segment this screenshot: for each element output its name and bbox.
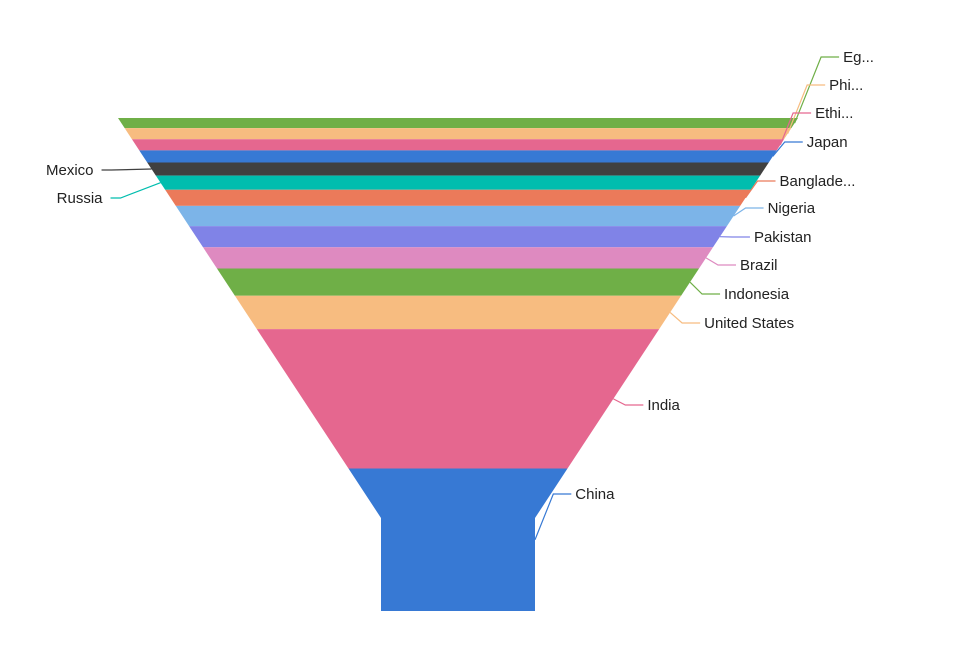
label-ethiopia: Ethi... (815, 105, 853, 122)
label-united-states: United States (704, 315, 794, 332)
connector-united-states (670, 312, 700, 323)
connector-mexico (102, 169, 152, 170)
funnel-segment-egypt[interactable] (118, 118, 798, 128)
connector-india (613, 399, 643, 405)
funnel-segment-bangladesh[interactable] (165, 190, 751, 206)
label-philippines: Phi... (829, 77, 863, 94)
funnel-segment-mexico[interactable] (147, 162, 769, 175)
funnel-segment-japan[interactable] (139, 150, 776, 162)
label-pakistan: Pakistan (754, 229, 812, 246)
connector-russia (111, 183, 161, 198)
funnel-segment-india[interactable] (257, 329, 659, 468)
funnel-segment-russia[interactable] (156, 176, 760, 190)
funnel-segment-pakistan[interactable] (189, 226, 727, 247)
funnel-segment-philippines[interactable] (125, 128, 792, 139)
funnel-segment-china[interactable] (348, 469, 567, 611)
label-japan: Japan (807, 134, 848, 151)
funnel-segment-united-states[interactable] (235, 296, 681, 329)
label-russia: Russia (57, 190, 104, 207)
funnel-segment-indonesia[interactable] (217, 269, 699, 296)
label-indonesia: Indonesia (724, 286, 790, 303)
funnel-segment-ethiopia[interactable] (132, 139, 784, 150)
funnel-segment-nigeria[interactable] (176, 206, 740, 226)
label-nigeria: Nigeria (768, 200, 816, 217)
label-egypt: Eg... (843, 49, 874, 66)
connector-nigeria (734, 208, 764, 216)
funnel-segment-brazil[interactable] (203, 247, 713, 268)
label-india: India (647, 397, 680, 414)
connector-brazil (706, 258, 736, 265)
label-brazil: Brazil (740, 257, 778, 274)
label-china: China (575, 486, 615, 503)
label-mexico: Mexico (46, 162, 94, 179)
label-bangladesh: Banglade... (780, 173, 856, 190)
connector-indonesia (690, 282, 720, 294)
